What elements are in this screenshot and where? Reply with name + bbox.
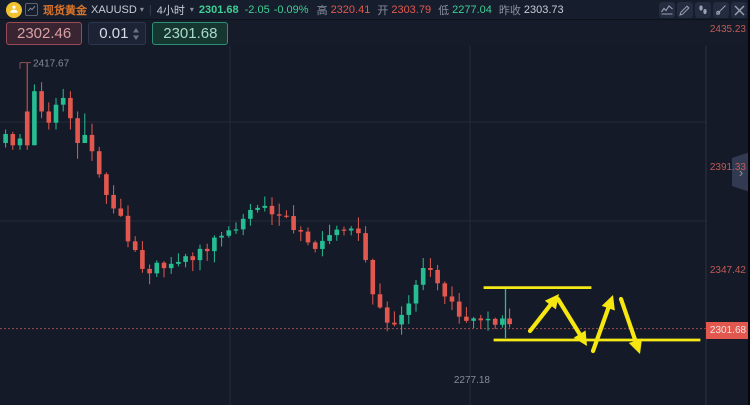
svg-text:2417.67: 2417.67 (33, 59, 70, 70)
svg-text:2277.18: 2277.18 (454, 375, 491, 386)
